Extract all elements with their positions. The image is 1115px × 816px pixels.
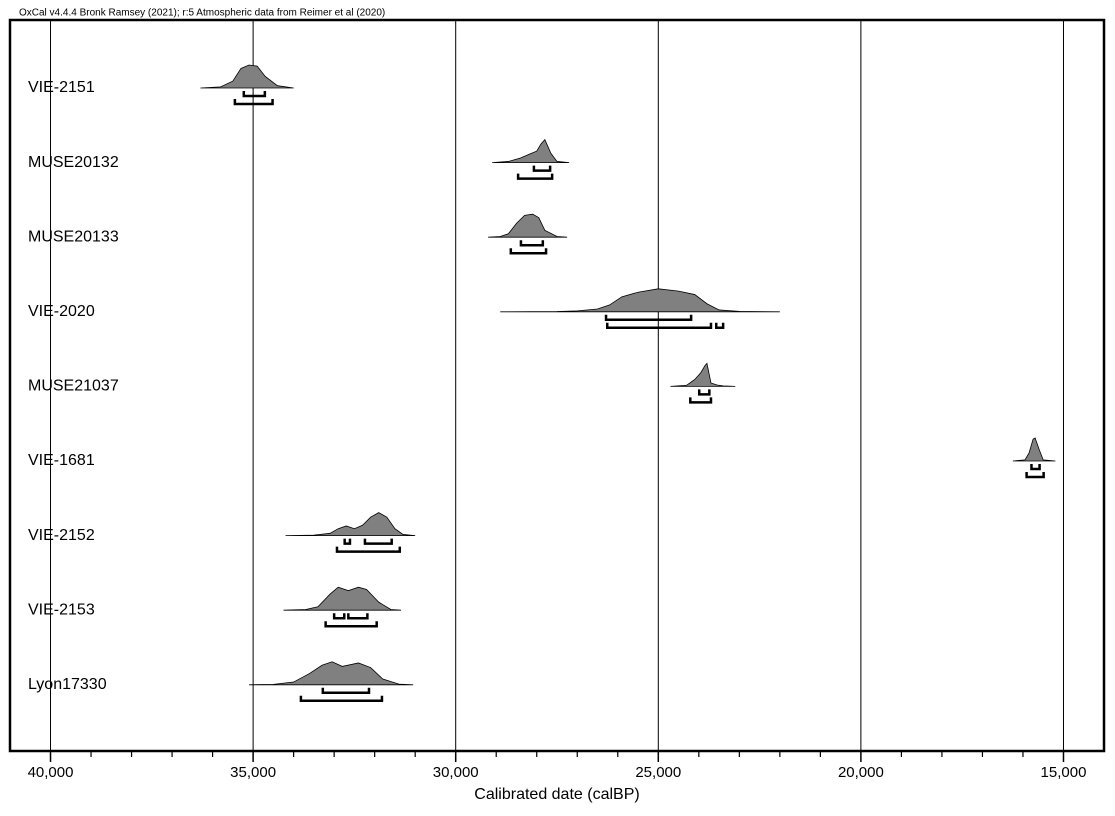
probability-distribution — [670, 362, 736, 387]
probability-distribution — [249, 661, 414, 686]
x-tick-label: 35,000 — [230, 764, 276, 781]
range-68-bracket — [242, 91, 267, 98]
range-68-bracket — [363, 538, 393, 545]
range-95-bracket — [324, 621, 378, 628]
range-95-bracket — [233, 99, 274, 106]
sample-label: VIE-2152 — [28, 527, 95, 544]
probability-distribution — [283, 586, 402, 611]
range-68-bracket — [1030, 464, 1041, 471]
range-68-bracket — [321, 687, 371, 695]
x-tick-label: 25,000 — [635, 764, 681, 781]
range-95-bracket — [299, 695, 384, 703]
probability-distribution — [285, 512, 416, 536]
probability-distribution — [488, 213, 568, 238]
range-95-bracket — [516, 173, 554, 180]
range-68-bracket — [519, 240, 545, 247]
range-68-bracket — [343, 538, 352, 545]
range-95-bracket — [605, 322, 713, 330]
probability-distribution — [1012, 437, 1056, 462]
range-95-bracket — [509, 248, 548, 255]
x-tick-label: 30,000 — [433, 764, 479, 781]
range-95-bracket — [1025, 472, 1045, 479]
range-68-bracket — [604, 314, 693, 322]
range-95-bracket — [335, 546, 402, 553]
probability-distribution — [200, 64, 294, 89]
range-68-bracket — [532, 165, 552, 172]
sample-label: MUSE21037 — [28, 378, 119, 395]
range-68-bracket — [697, 389, 711, 396]
x-axis-label: Calibrated date (calBP) — [474, 786, 639, 803]
sample-label: VIE-2151 — [28, 79, 95, 96]
range-68-bracket — [347, 613, 369, 620]
sample-label: MUSE20133 — [28, 228, 119, 245]
range-95-bracket — [714, 322, 725, 330]
sample-label: Lyon17330 — [28, 676, 107, 693]
probability-distribution — [500, 288, 780, 313]
chart-title: OxCal v4.4.4 Bronk Ramsey (2021); r:5 At… — [19, 8, 385, 19]
range-95-bracket — [689, 397, 713, 404]
x-tick-label: 15,000 — [1041, 764, 1087, 781]
sample-label: VIE-1681 — [28, 452, 95, 469]
x-tick-label: 20,000 — [838, 764, 884, 781]
range-68-bracket — [332, 613, 346, 620]
probability-distribution — [492, 138, 570, 163]
sample-label: MUSE20132 — [28, 154, 119, 171]
sample-label: VIE-2153 — [28, 601, 95, 618]
sample-label: VIE-2020 — [28, 303, 95, 320]
plot-frame — [8, 18, 1106, 753]
x-tick-label: 40,000 — [28, 764, 74, 781]
